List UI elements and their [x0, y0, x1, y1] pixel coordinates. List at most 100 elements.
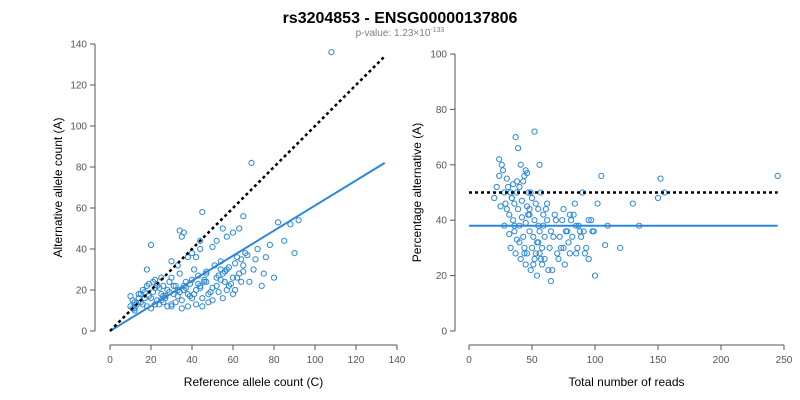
- data-point: [507, 244, 514, 251]
- data-point: [270, 274, 278, 281]
- data-point: [170, 282, 177, 289]
- data-point: [528, 194, 536, 202]
- data-point: [569, 233, 576, 240]
- data-point: [191, 291, 198, 298]
- data-point: [517, 255, 524, 263]
- data-point: [223, 286, 230, 294]
- data-point: [129, 305, 136, 312]
- data-point: [530, 233, 537, 240]
- data-point: [537, 255, 544, 263]
- data-point: [581, 250, 589, 257]
- data-point: [518, 214, 526, 221]
- data-point: [535, 206, 542, 213]
- y-tick-label: 60: [76, 204, 88, 215]
- data-point: [530, 261, 537, 268]
- data-point: [547, 228, 555, 235]
- y-axis-label: Percentage alternative (A): [410, 123, 424, 262]
- data-point: [195, 280, 202, 287]
- data-point: [219, 225, 226, 232]
- data-point: [573, 250, 580, 257]
- data-point: [544, 200, 551, 207]
- data-point: [554, 250, 561, 257]
- data-point: [205, 291, 212, 298]
- data-point: [528, 244, 536, 251]
- data-point: [229, 229, 237, 236]
- data-point: [580, 228, 587, 235]
- data-point: [542, 206, 550, 213]
- x-tick-label: 100: [307, 355, 324, 366]
- data-point: [240, 268, 247, 275]
- y-tick-label: 40: [436, 216, 448, 227]
- data-point: [143, 266, 150, 273]
- data-point: [213, 282, 220, 289]
- data-point: [491, 194, 498, 202]
- left-scatter-panel: 0 20 40 60 80 100 120 140 0 20 40 60 80 100 120 140 Refe…: [51, 40, 406, 390]
- data-point: [184, 254, 191, 261]
- data-point: [193, 301, 200, 308]
- data-point: [496, 156, 503, 163]
- data-point: [291, 250, 298, 257]
- data-point: [191, 266, 198, 273]
- data-point: [506, 211, 513, 218]
- data-point: [498, 161, 505, 168]
- data-point: [521, 250, 528, 257]
- data-point: [594, 200, 601, 207]
- data-point: [215, 272, 222, 279]
- data-point: [531, 128, 538, 135]
- data-point: [275, 219, 282, 226]
- data-point: [568, 217, 575, 224]
- x-axis-label: Reference allele count (C): [184, 375, 323, 389]
- data-point: [555, 255, 562, 263]
- x-tick-label: 0: [466, 355, 472, 366]
- data-point: [240, 262, 247, 269]
- data-point: [139, 301, 146, 308]
- data-point: [147, 241, 155, 248]
- data-point: [565, 239, 572, 246]
- data-point: [168, 258, 175, 265]
- data-point: [532, 250, 539, 257]
- x-tick-label: 20: [145, 355, 157, 366]
- data-point: [576, 228, 584, 235]
- data-point: [176, 270, 183, 277]
- right-scatter-panel: 0 50 100 150 200 250 0 20 40 60 80 100 Total number …: [410, 50, 793, 390]
- data-point: [180, 229, 187, 236]
- data-point: [583, 244, 590, 251]
- data-point: [506, 231, 513, 238]
- data-point: [527, 267, 534, 274]
- data-point: [199, 209, 206, 216]
- x-tick-label: 120: [348, 355, 365, 366]
- data-point: [525, 211, 532, 218]
- x-tick-label: 150: [650, 355, 667, 366]
- data-point: [248, 159, 255, 166]
- data-point: [217, 266, 224, 273]
- data-point: [560, 206, 567, 213]
- identity-line: [109, 55, 386, 332]
- data-point: [520, 178, 527, 185]
- data-point: [219, 295, 226, 302]
- data-point: [496, 172, 503, 179]
- data-point: [503, 206, 510, 213]
- data-point: [566, 211, 573, 218]
- y-tick-label: 60: [436, 160, 448, 171]
- data-point: [512, 134, 519, 141]
- data-point: [229, 291, 237, 298]
- data-point: [227, 280, 234, 287]
- data-point: [260, 270, 267, 277]
- data-point: [152, 276, 159, 283]
- y-tick-label: 100: [70, 122, 87, 133]
- data-point: [193, 254, 200, 261]
- data-point: [516, 183, 523, 191]
- data-point: [511, 200, 518, 207]
- x-axis-label: Total number of reads: [568, 375, 684, 389]
- data-point: [203, 278, 210, 285]
- data-point: [531, 255, 538, 263]
- data-point: [505, 183, 512, 191]
- data-point: [552, 217, 560, 224]
- data-point: [168, 303, 175, 310]
- data-point: [184, 291, 191, 298]
- y-tick-label: 20: [436, 271, 448, 282]
- y-axis-label: Alternative allele count (A): [51, 117, 65, 257]
- data-point: [209, 297, 216, 304]
- data-point: [629, 200, 636, 207]
- data-point: [229, 274, 237, 281]
